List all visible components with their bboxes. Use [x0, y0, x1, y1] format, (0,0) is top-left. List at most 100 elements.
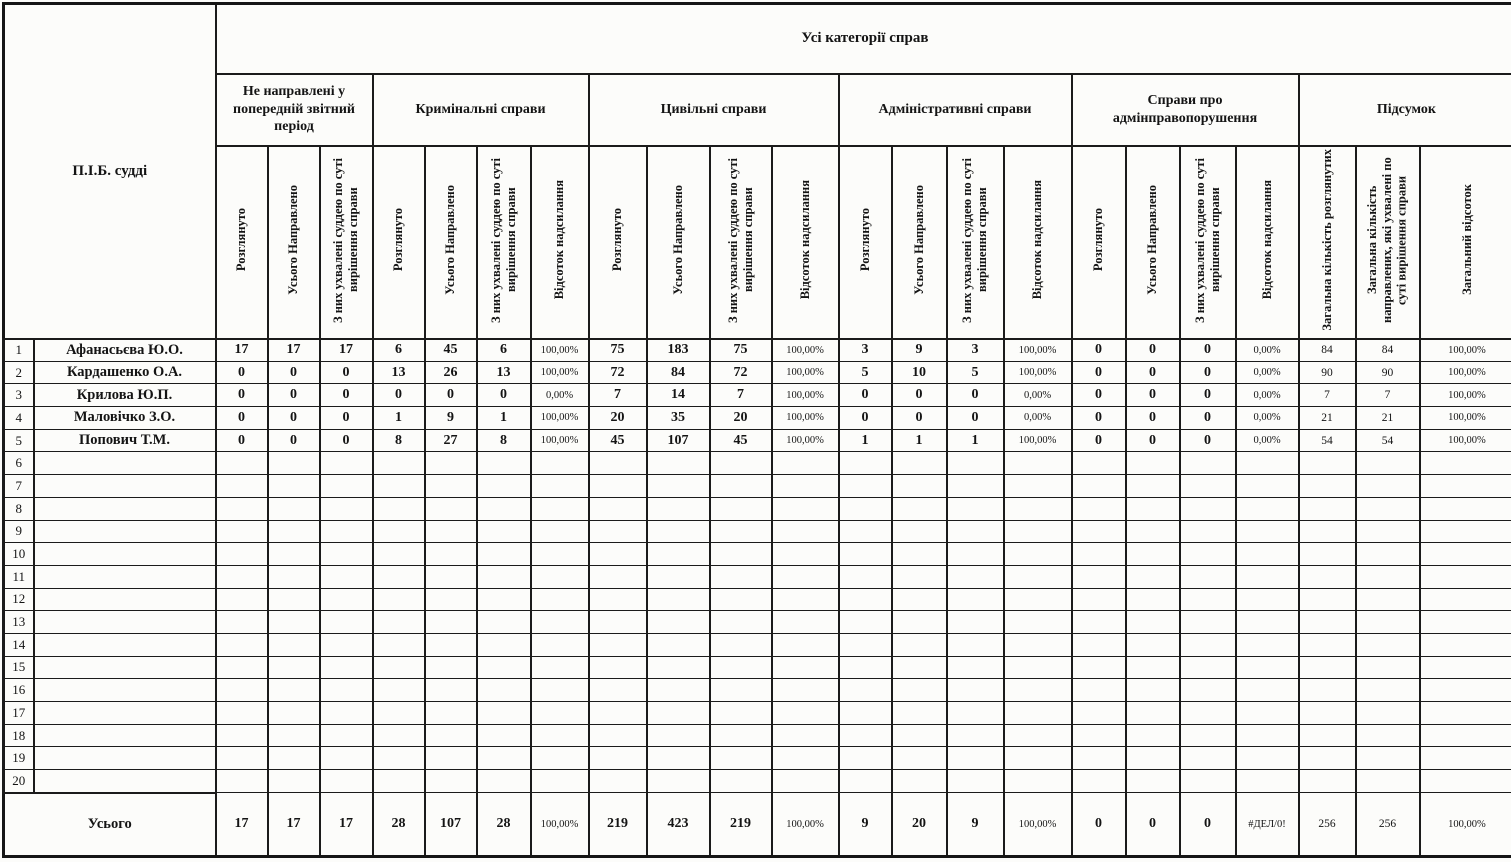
value-cell-vidsotok-nadsylannya — [1002, 519, 1073, 544]
value-cell-vidsotok-nadsylannya: 0,00% — [1002, 383, 1073, 408]
value-cell-uhvaleni-po-suti — [475, 542, 532, 566]
total-value-cell-vidsotok-nadsylannya: 100,00% — [1002, 792, 1073, 857]
value-cell-uhvaleni-po-suti — [475, 723, 532, 748]
value-cell-usogo-napravleno — [645, 610, 711, 634]
value-cell-usogo-napravleno: 35 — [645, 406, 711, 430]
value-cell-rozglyanuto — [371, 542, 426, 566]
value-cell-uhvaleni-po-suti — [318, 564, 374, 589]
value-cell-vidsotok-nadsylannya: 100,00% — [529, 406, 590, 430]
table-row-3: 3 Крилова Ю.П. 0 0 0 0 0 0 0,00% 7 14 7 100,00% 0 0 0 0,… — [2, 383, 1511, 408]
value-cell-usogo-napravleno — [1124, 701, 1181, 725]
column-header-rozglyanuto: Розглянуто — [1070, 145, 1127, 340]
value-cell-usogo-napravleno — [423, 496, 478, 521]
rotated-label: Загальна кількість направлених, які ухва… — [1365, 156, 1409, 323]
total-value-cell-uhvaleni-po-suti: 0 — [1178, 792, 1237, 857]
table-row-8: 8 — [2, 496, 1511, 521]
value-cell-usogo-napravleno — [890, 610, 948, 634]
value-cell-usogo-napravleno — [266, 519, 321, 544]
value-cell-rozglyanuto — [214, 655, 269, 680]
value-cell-zagalna-kilkist-napravlenyh — [1354, 496, 1421, 521]
value-cell-vidsotok-nadsylannya — [529, 678, 590, 702]
value-cell-usogo-napravleno — [890, 632, 948, 657]
judge-name-cell — [33, 632, 217, 657]
value-cell-rozglyanuto — [1070, 723, 1127, 748]
value-cell-uhvaleni-po-suti — [475, 655, 532, 680]
total-value-cell-vidsotok-nadsylannya: 100,00% — [770, 792, 840, 857]
value-cell-rozglyanuto: 17 — [214, 338, 269, 362]
judge-name-cell — [33, 587, 217, 612]
value-cell-rozglyanuto: 8 — [371, 428, 426, 453]
value-cell-rozglyanuto — [837, 587, 893, 612]
value-cell-usogo-napravleno — [645, 451, 711, 476]
value-cell-rozglyanuto: 7 — [587, 383, 648, 408]
value-cell-rozglyanuto — [214, 678, 269, 702]
value-cell-vidsotok-nadsylannya: 100,00% — [529, 360, 590, 385]
value-cell-uhvaleni-po-suti: 75 — [708, 338, 773, 362]
value-cell-uhvaleni-po-suti — [475, 587, 532, 612]
value-cell-usogo-napravleno — [890, 769, 948, 793]
value-cell-uhvaleni-po-suti — [475, 564, 532, 589]
table-header: П.І.Б. судді Усі категорії справ Не напр… — [2, 3, 1511, 340]
value-cell-zagalnyi-vidsotok — [1418, 678, 1511, 702]
value-cell-uhvaleni-po-suti — [1178, 519, 1237, 544]
value-cell-usogo-napravleno — [645, 519, 711, 544]
value-cell-rozglyanuto: 6 — [371, 338, 426, 362]
value-cell-zagalna-kilkist-napravlenyh — [1354, 474, 1421, 498]
value-cell-usogo-napravleno — [1124, 451, 1181, 476]
value-cell-uhvaleni-po-suti — [318, 746, 374, 771]
value-cell-vidsotok-nadsylannya — [529, 564, 590, 589]
value-cell-uhvaleni-po-suti — [1178, 701, 1237, 725]
value-cell-uhvaleni-po-suti — [1178, 564, 1237, 589]
rotated-label: З них ухвалені суддею по суті вирішення … — [331, 157, 360, 323]
value-cell-zagalna-kilkist-rozglyanutyh — [1297, 474, 1357, 498]
table-row-6: 6 — [2, 451, 1511, 476]
value-cell-usogo-napravleno — [266, 678, 321, 702]
judge-name-cell — [33, 451, 217, 476]
value-cell-usogo-napravleno: 45 — [423, 338, 478, 362]
value-cell-usogo-napravleno: 0 — [266, 360, 321, 385]
value-cell-usogo-napravleno: 10 — [890, 360, 948, 385]
value-cell-rozglyanuto — [371, 723, 426, 748]
total-value-cell-zagalna-kilkist-napravlenyh: 256 — [1354, 792, 1421, 857]
value-cell-rozglyanuto: 13 — [371, 360, 426, 385]
value-cell-uhvaleni-po-suti: 3 — [945, 338, 1005, 362]
value-cell-usogo-napravleno: 0 — [1124, 338, 1181, 362]
value-cell-zagalna-kilkist-napravlenyh — [1354, 701, 1421, 725]
value-cell-zagalnyi-vidsotok — [1418, 542, 1511, 566]
value-cell-vidsotok-nadsylannya: 100,00% — [1002, 360, 1073, 385]
value-cell-vidsotok-nadsylannya — [770, 746, 840, 771]
value-cell-zagalna-kilkist-napravlenyh — [1354, 610, 1421, 634]
value-cell-vidsotok-nadsylannya — [1234, 610, 1300, 634]
column-header-usogo-napravleno: Усього Направлено — [423, 145, 478, 340]
value-cell-usogo-napravleno — [645, 723, 711, 748]
total-value-cell-vidsotok-nadsylannya: 100,00% — [529, 792, 590, 857]
row-number-cell: 7 — [2, 474, 35, 498]
total-row: Усього 17 17 17 28 107 28 100,00% 219 423 219 100,0… — [2, 791, 1511, 857]
value-cell-zagalnyi-vidsotok — [1418, 587, 1511, 612]
column-header-uhvaleni-po-suti: З них ухвалені суддею по суті вирішення … — [945, 145, 1005, 340]
value-cell-uhvaleni-po-suti: 6 — [475, 338, 532, 362]
value-cell-usogo-napravleno: 26 — [423, 360, 478, 385]
value-cell-usogo-napravleno — [1124, 746, 1181, 771]
value-cell-usogo-napravleno — [266, 496, 321, 521]
value-cell-rozglyanuto — [1070, 451, 1127, 476]
row-number-cell: 8 — [2, 496, 35, 521]
value-cell-rozglyanuto — [1070, 610, 1127, 634]
table-row-19: 19 — [2, 746, 1511, 771]
value-cell-uhvaleni-po-suti: 8 — [475, 428, 532, 453]
value-cell-zagalna-kilkist-napravlenyh — [1354, 769, 1421, 793]
value-cell-rozglyanuto — [214, 701, 269, 725]
value-cell-uhvaleni-po-suti — [945, 632, 1005, 657]
value-cell-uhvaleni-po-suti: 0 — [945, 406, 1005, 430]
row-number-cell: 13 — [2, 610, 35, 634]
value-cell-uhvaleni-po-suti: 0 — [1178, 428, 1237, 453]
value-cell-vidsotok-nadsylannya — [770, 701, 840, 725]
row-number-cell: 16 — [2, 678, 35, 702]
value-cell-vidsotok-nadsylannya — [529, 610, 590, 634]
value-cell-vidsotok-nadsylannya: 100,00% — [770, 406, 840, 430]
rotated-label: Усього Направлено — [670, 184, 685, 295]
value-cell-uhvaleni-po-suti — [708, 723, 773, 748]
value-cell-zagalna-kilkist-napravlenyh — [1354, 655, 1421, 680]
value-cell-zagalnyi-vidsotok: 100,00% — [1418, 383, 1511, 408]
value-cell-zagalnyi-vidsotok — [1418, 610, 1511, 634]
